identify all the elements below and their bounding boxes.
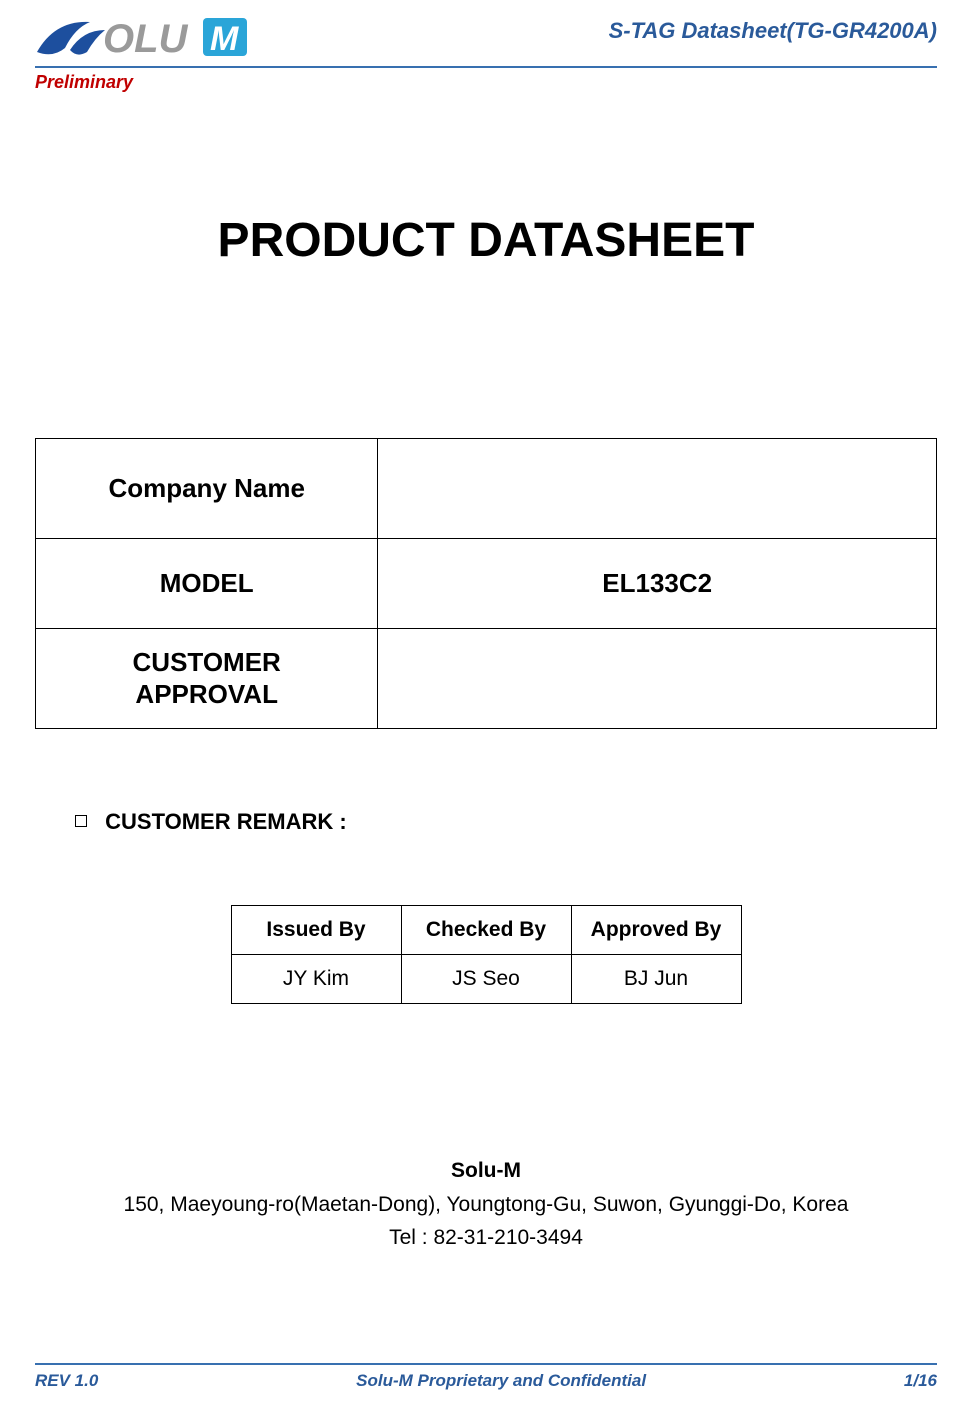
company-logo: OLU M — [35, 10, 255, 64]
document-header-title: S-TAG Datasheet(TG-GR4200A) — [609, 18, 937, 44]
model-value: EL133C2 — [378, 539, 937, 629]
page-title: PRODUCT DATASHEET — [35, 213, 937, 268]
footer-page-number: 1/16 — [904, 1371, 937, 1391]
footer-revision: REV 1.0 — [35, 1371, 98, 1391]
page-header: OLU M S-TAG Datasheet(TG-GR4200A) — [35, 10, 937, 64]
company-address-text: 150, Maeyoung-ro(Maetan-Dong), Youngtong… — [35, 1188, 937, 1222]
footer-confidential: Solu-M Proprietary and Confidential — [356, 1371, 646, 1391]
header-divider — [35, 66, 937, 68]
preliminary-label: Preliminary — [35, 72, 937, 93]
company-info-table: Company Name MODEL EL133C2 CUSTOMERAPPRO… — [35, 438, 937, 729]
company-contact-info: Solu-M 150, Maeyoung-ro(Maetan-Dong), Yo… — [35, 1154, 937, 1255]
model-label: MODEL — [36, 539, 378, 629]
company-name-text: Solu-M — [35, 1154, 937, 1188]
table-row: JY Kim JS Seo BJ Jun — [231, 955, 741, 1004]
customer-approval-value — [378, 629, 937, 729]
company-name-value — [378, 439, 937, 539]
table-row: MODEL EL133C2 — [36, 539, 937, 629]
footer-divider — [35, 1363, 937, 1365]
issued-by-value: JY Kim — [231, 955, 401, 1004]
svg-text:M: M — [210, 20, 239, 58]
signature-table: Issued By Checked By Approved By JY Kim … — [231, 905, 742, 1004]
customer-remark-section: CUSTOMER REMARK : — [75, 809, 937, 835]
approved-by-value: BJ Jun — [571, 955, 741, 1004]
issued-by-header: Issued By — [231, 906, 401, 955]
page-footer: REV 1.0 Solu-M Proprietary and Confident… — [35, 1363, 937, 1391]
checked-by-value: JS Seo — [401, 955, 571, 1004]
customer-approval-label: CUSTOMERAPPROVAL — [36, 629, 378, 729]
approved-by-header: Approved By — [571, 906, 741, 955]
svg-text:OLU: OLU — [103, 17, 189, 61]
footer-row: REV 1.0 Solu-M Proprietary and Confident… — [35, 1371, 937, 1391]
solum-logo-icon: OLU M — [35, 10, 255, 64]
logo-wrap: OLU M — [35, 10, 255, 64]
company-tel-text: Tel : 82-31-210-3494 — [35, 1221, 937, 1255]
customer-remark-label: CUSTOMER REMARK : — [105, 809, 347, 834]
table-row: CUSTOMERAPPROVAL — [36, 629, 937, 729]
company-name-label: Company Name — [36, 439, 378, 539]
table-row: Company Name — [36, 439, 937, 539]
checked-by-header: Checked By — [401, 906, 571, 955]
checkbox-icon — [75, 815, 87, 827]
table-row: Issued By Checked By Approved By — [231, 906, 741, 955]
